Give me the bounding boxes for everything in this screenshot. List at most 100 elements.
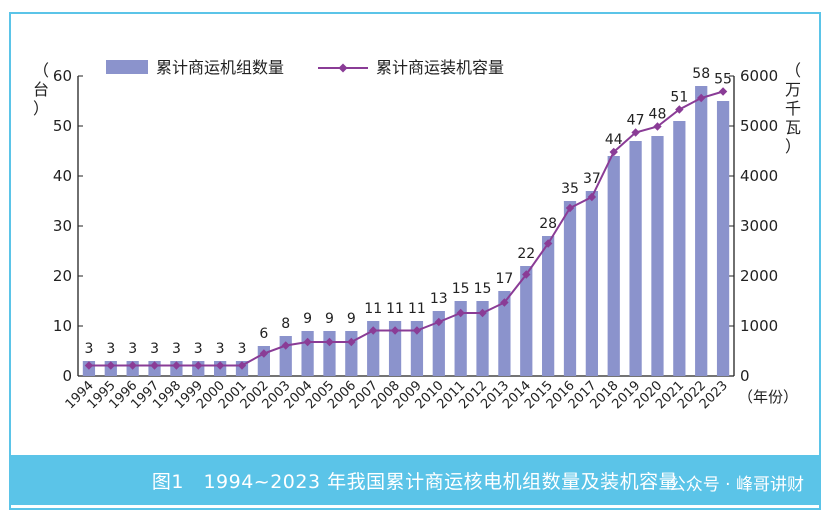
bar [716,101,730,376]
bar-data-label: 44 [605,132,623,148]
bar [388,321,402,376]
bar [673,121,686,376]
bar [476,301,489,376]
bar [520,266,533,376]
bar-data-label: 3 [194,341,203,357]
figure-frame [9,12,821,510]
bar [498,291,511,376]
bar [301,331,314,376]
left-tick-label: 30 [53,217,72,235]
bar [454,301,467,376]
bar-data-label: 3 [150,341,159,357]
line-point [522,270,531,279]
bar-data-label: 8 [281,316,290,332]
bar-data-label: 55 [714,72,732,88]
right-tick-label: 5000 [740,117,778,135]
bar-data-label: 17 [495,271,513,287]
line-point [412,326,422,335]
watermark-text: 公众号 · 峰哥讲财 [668,475,804,495]
line-point [456,308,465,318]
line-point [281,341,290,350]
line-point [84,361,94,370]
left-tick-label: 50 [53,117,72,135]
figure-caption: 图1 1994~2023 年我国累计商运核电机组数量及装机容量 [151,470,679,493]
bar-data-label: 3 [216,341,225,357]
bar-data-label: 13 [430,291,448,307]
line-point [718,87,728,96]
line-point [215,361,225,370]
line-point [653,122,662,131]
legend-line-marker [338,63,348,73]
line-point [347,337,356,347]
left-tick-label: 10 [53,317,72,335]
line-point [369,326,378,335]
bar-data-label: 9 [347,311,356,327]
bar-data-label: 48 [649,107,667,123]
capacity-line [88,90,724,367]
bar-data-label: 58 [692,66,710,82]
bar [629,141,642,376]
bar [432,311,445,376]
right-axis-label: （万千瓦） [785,61,801,156]
bar-data-label: 47 [627,113,645,129]
line-point [325,337,334,347]
bar [542,236,555,376]
caption-bar: 图1 1994~2023 年我国累计商运核电机组数量及装机容量 [11,455,819,505]
bar [323,331,336,376]
legend-line-label: 累计商运装机容量 [376,58,504,77]
line-point [194,361,203,370]
legend-bar-label: 累计商运机组数量 [156,58,284,77]
line-point [303,337,312,347]
line-point [543,239,553,248]
line-point [237,361,247,370]
line-point [172,361,181,370]
bar-data-label: 22 [517,246,535,262]
bar-data-label: 15 [452,281,470,297]
line-point [500,298,509,307]
line-point [478,308,487,318]
right-tick-label: 0 [740,367,750,385]
bar-data-label: 11 [386,301,404,317]
line-point [631,128,640,137]
bar-data-label: 9 [325,311,334,327]
line-point [565,203,575,213]
line-point [697,93,706,103]
right-tick-label: 2000 [740,267,778,285]
bar [695,86,708,376]
bar-data-label: 3 [106,341,115,357]
line-point [128,361,137,370]
line-point [587,192,597,202]
line-point [150,361,159,370]
line-point [106,361,115,370]
bar [585,191,598,376]
bar [367,321,380,376]
bar-data-label: 3 [172,341,181,357]
line-point [390,326,400,335]
bar [651,136,664,376]
bar [607,156,620,376]
bar-data-label: 35 [561,181,579,197]
x-axis-label: （年份） [738,388,798,406]
line-point [675,105,684,114]
left-tick-label: 0 [62,367,72,385]
right-tick-label: 4000 [740,167,778,185]
left-axis-label: （台） [33,61,49,118]
left-tick-label: 20 [53,267,72,285]
left-tick-label: 40 [53,167,72,185]
bar-data-label: 3 [128,341,137,357]
line-point [259,349,269,358]
bar [410,321,424,376]
bar-data-label: 28 [539,216,557,232]
bar-data-label: 51 [670,90,688,106]
bar-data-label: 3 [84,341,93,357]
right-tick-label: 3000 [740,217,778,235]
bar [345,331,358,376]
line-point [434,317,443,327]
right-tick-label: 6000 [740,67,778,85]
bar-data-label: 9 [303,311,312,327]
bar [563,201,577,376]
left-tick-label: 60 [53,67,72,85]
bar-data-label: 6 [259,326,268,342]
bar-data-label: 3 [238,341,247,357]
